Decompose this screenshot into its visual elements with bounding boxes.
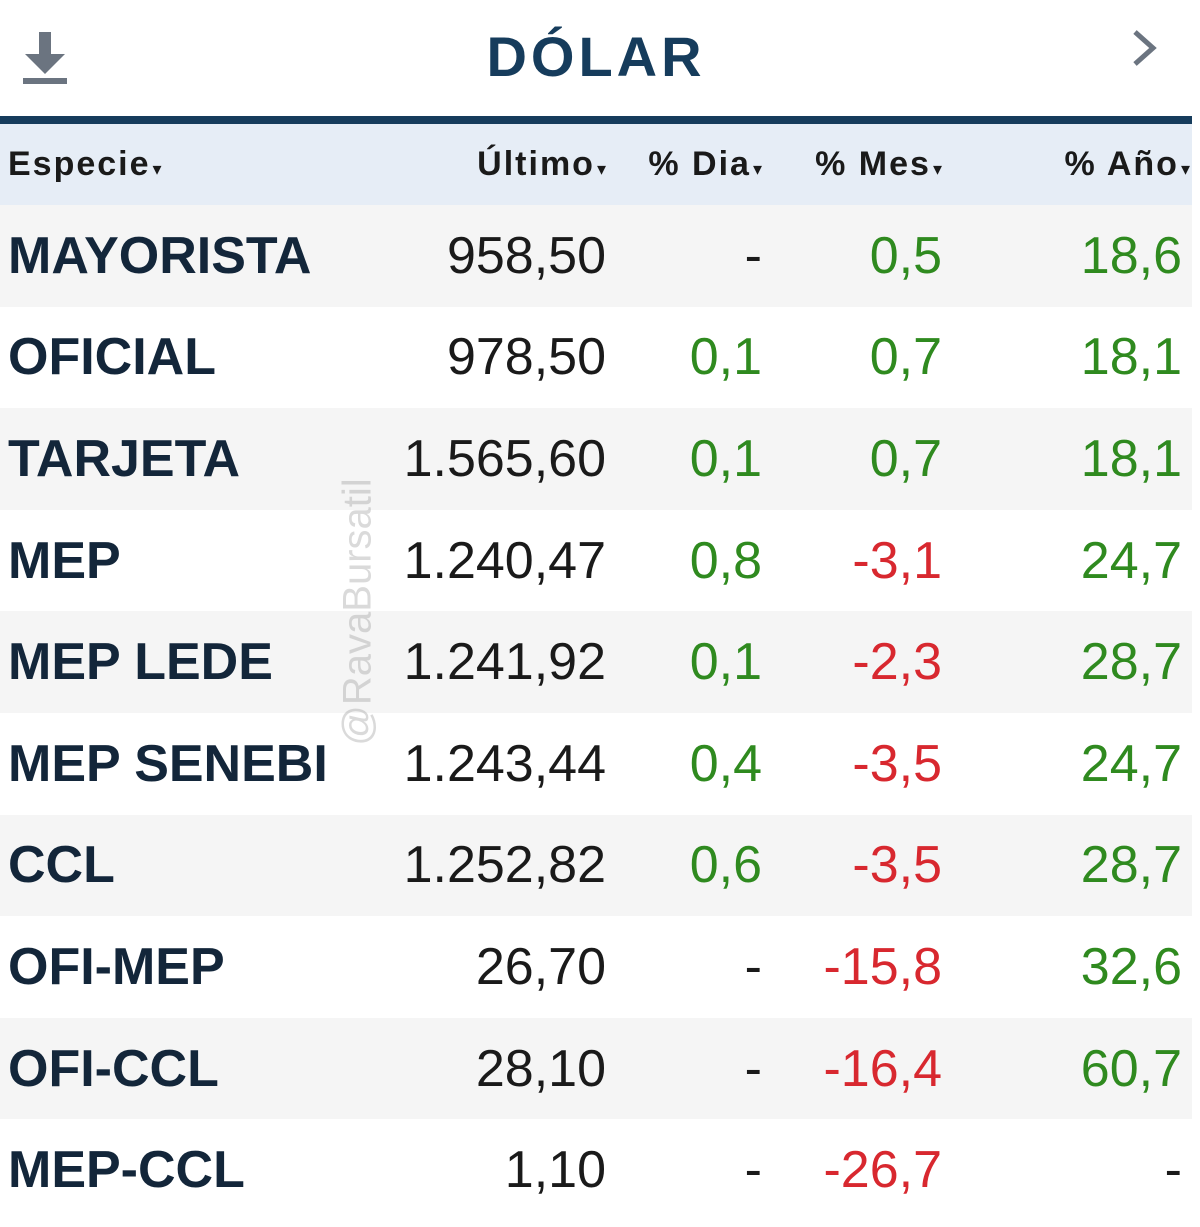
cell-anio: 18,6 [1080, 226, 1182, 285]
page-title: DÓLAR [486, 25, 706, 88]
table-row[interactable]: MEP 1.240,47 0,8 -3,1 24,7 [0, 509, 1192, 612]
table-row[interactable]: MAYORISTA 958,50 - 0,5 18,6 [0, 205, 1192, 307]
cell-mes: 0,7 [869, 429, 942, 488]
cell-especie: MEP [8, 531, 121, 590]
cell-especie: MEP SENEBI [8, 734, 328, 793]
cell-mes: -3,5 [852, 734, 942, 793]
cell-dia: 0,8 [689, 531, 762, 590]
column-header-mes[interactable]: % Mes ▾ [815, 145, 942, 183]
cell-especie: OFI-CCL [8, 1039, 219, 1098]
cell-ultimo: 1.565,60 [403, 429, 606, 488]
sort-arrow-icon: ▾ [596, 159, 606, 179]
cell-mes: 0,7 [869, 328, 942, 387]
cell-dia: 0,1 [689, 429, 762, 488]
sort-arrow-icon: ▾ [152, 159, 162, 179]
cell-anio: 18,1 [1080, 328, 1182, 387]
cell-ultimo: 978,50 [446, 328, 606, 387]
table-row[interactable]: OFICIAL 978,50 0,1 0,7 18,1 [0, 306, 1192, 409]
cell-anio: 24,7 [1080, 531, 1182, 590]
cell-dia: 0,4 [689, 734, 762, 793]
cell-anio: 18,1 [1080, 429, 1182, 488]
cell-dia: - [744, 1039, 762, 1098]
cell-ultimo: 26,70 [475, 937, 606, 996]
cell-especie: OFI-MEP [8, 937, 225, 996]
cell-mes: 0,5 [869, 226, 942, 285]
cell-anio: 32,6 [1080, 937, 1182, 996]
cell-anio: 28,7 [1080, 836, 1182, 895]
column-header-anio[interactable]: % Año ▾ [1064, 145, 1190, 183]
cell-mes: -26,7 [823, 1141, 942, 1200]
cell-dia: 0,1 [689, 328, 762, 387]
download-icon[interactable] [20, 28, 70, 84]
column-header-dia[interactable]: % Dia ▾ [648, 145, 762, 183]
column-header-ultimo[interactable]: Último ▾ [477, 145, 606, 183]
widget-header: DÓLAR [0, 0, 1192, 116]
table-row[interactable]: MEP SENEBI 1.243,44 0,4 -3,5 24,7 [0, 712, 1192, 815]
table-body: MAYORISTA 958,50 - 0,5 18,6 OFICIAL 978,50 0,1 0… [0, 205, 1192, 1221]
cell-ultimo: 958,50 [446, 226, 606, 285]
cell-dia: - [744, 1141, 762, 1200]
chevron-right-icon[interactable] [1126, 26, 1162, 70]
header-divider [0, 116, 1192, 124]
table-row[interactable]: CCL 1.252,82 0,6 -3,5 28,7 [0, 814, 1192, 917]
cell-mes: -3,5 [852, 836, 942, 895]
cell-mes: -2,3 [852, 633, 942, 692]
column-header-especie[interactable]: Especie ▾ [8, 145, 162, 183]
dollar-quotes-table: Especie ▾ Último ▾ % Dia ▾ % Mes ▾ % Año ▾ MA… [0, 124, 1192, 1221]
cell-dia: 0,6 [689, 836, 762, 895]
table-row[interactable]: OFI-CCL 28,10 - -16,4 60,7 [0, 1017, 1192, 1120]
table-row[interactable]: OFI-MEP 26,70 - -15,8 32,6 [0, 916, 1192, 1018]
cell-especie: MEP LEDE [8, 633, 273, 692]
sort-arrow-icon: ▾ [1180, 159, 1190, 179]
cell-anio: - [1164, 1141, 1182, 1200]
cell-ultimo: 28,10 [475, 1039, 606, 1098]
cell-especie: OFICIAL [8, 328, 216, 387]
sort-arrow-icon: ▾ [752, 159, 762, 179]
cell-dia: - [744, 937, 762, 996]
cell-especie: MEP-CCL [8, 1141, 245, 1200]
table-row[interactable]: TARJETA 1.565,60 0,1 0,7 18,1 [0, 408, 1192, 510]
cell-dia: - [744, 226, 762, 285]
table-row[interactable]: MEP-CCL 1,10 - -26,7 - [0, 1119, 1192, 1221]
table-row[interactable]: MEP LEDE 1.241,92 0,1 -2,3 28,7 [0, 611, 1192, 713]
sort-arrow-icon: ▾ [932, 159, 942, 179]
cell-mes: -3,1 [852, 531, 942, 590]
cell-anio: 60,7 [1080, 1039, 1182, 1098]
cell-anio: 24,7 [1080, 734, 1182, 793]
cell-ultimo: 1.241,92 [403, 633, 606, 692]
cell-ultimo: 1.252,82 [403, 836, 606, 895]
cell-mes: -16,4 [823, 1039, 942, 1098]
cell-ultimo: 1.240,47 [403, 531, 606, 590]
cell-mes: -15,8 [823, 937, 942, 996]
cell-ultimo: 1,10 [504, 1141, 606, 1200]
cell-especie: MAYORISTA [8, 226, 312, 285]
cell-especie: TARJETA [8, 429, 241, 488]
cell-ultimo: 1.243,44 [403, 734, 606, 793]
cell-especie: CCL [8, 836, 115, 895]
cell-dia: 0,1 [689, 633, 762, 692]
cell-anio: 28,7 [1080, 633, 1182, 692]
table-header-row: Especie ▾ Último ▾ % Dia ▾ % Mes ▾ % Año ▾ [0, 124, 1192, 205]
